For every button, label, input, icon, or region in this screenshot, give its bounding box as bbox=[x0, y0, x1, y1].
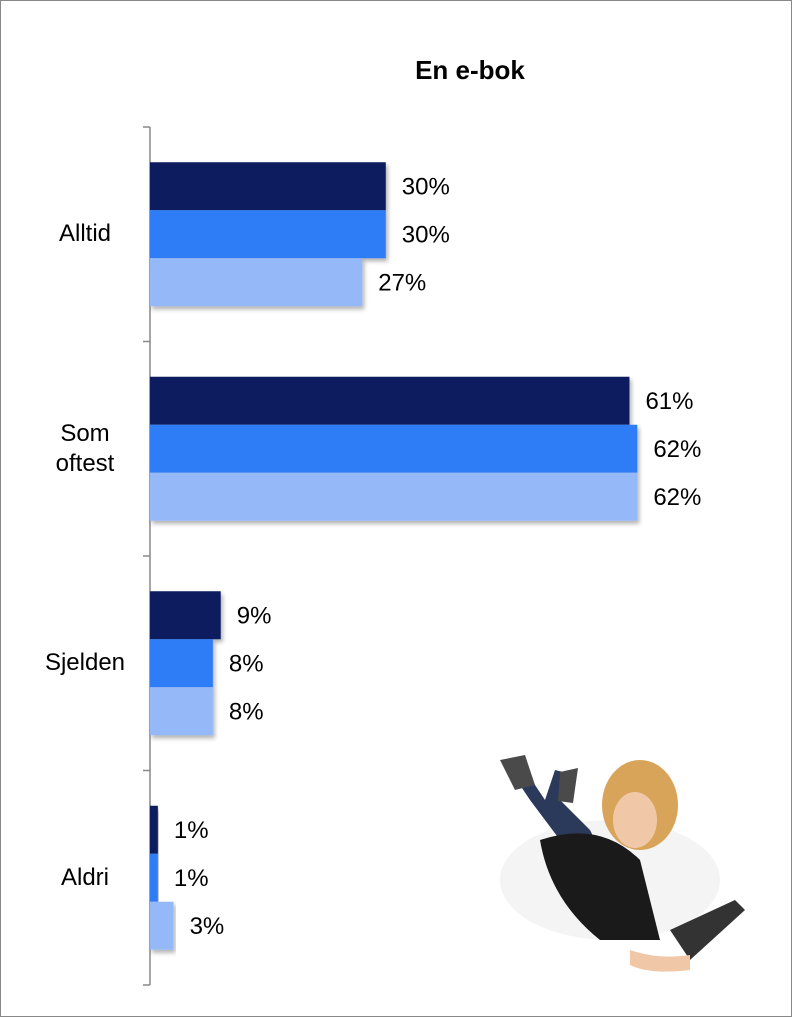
bar bbox=[150, 591, 221, 640]
bar bbox=[150, 424, 638, 473]
illustration bbox=[500, 755, 745, 972]
value-label: 62% bbox=[653, 484, 701, 511]
bar bbox=[150, 210, 386, 259]
y-tick-label-box: Alltid bbox=[58, 220, 112, 248]
chart-title: En e-bok bbox=[415, 55, 525, 85]
y-tick-label-box: Sjelden bbox=[44, 649, 126, 677]
y-tick-label-box: Aldri bbox=[60, 863, 109, 891]
bar bbox=[150, 901, 174, 950]
value-label: 3% bbox=[190, 913, 225, 940]
value-label: 30% bbox=[402, 174, 450, 201]
bar bbox=[150, 853, 158, 902]
value-label: 1% bbox=[174, 817, 209, 844]
value-label: 8% bbox=[229, 699, 264, 726]
y-tick-label: Aldri bbox=[60, 863, 109, 891]
bar bbox=[150, 376, 630, 425]
value-label: 61% bbox=[645, 388, 693, 415]
y-tick-label: Sjelden bbox=[44, 649, 126, 677]
value-label: 8% bbox=[229, 651, 264, 678]
y-tick-label-box: Som oftest bbox=[55, 419, 115, 477]
y-tick-label: Alltid bbox=[58, 220, 112, 248]
bar bbox=[150, 258, 363, 307]
bar bbox=[150, 805, 158, 854]
value-label: 1% bbox=[174, 865, 209, 892]
y-tick-label: Som oftest bbox=[55, 419, 115, 477]
value-label: 9% bbox=[237, 603, 272, 630]
bar bbox=[150, 639, 213, 688]
bar bbox=[150, 472, 638, 521]
value-label: 27% bbox=[378, 270, 426, 297]
bar bbox=[150, 687, 213, 736]
bar bbox=[150, 162, 386, 211]
value-label: 30% bbox=[402, 222, 450, 249]
value-label: 62% bbox=[653, 436, 701, 463]
